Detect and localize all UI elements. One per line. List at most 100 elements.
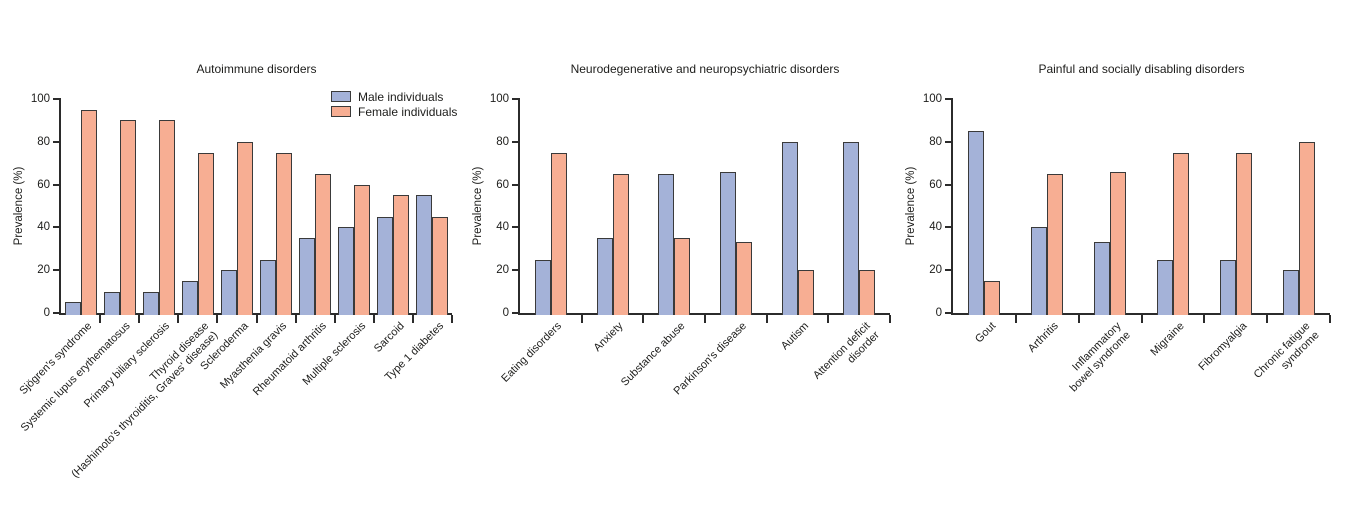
y-axis-line	[518, 98, 520, 315]
x-axis-line	[518, 313, 890, 315]
bar-female	[1172, 152, 1189, 315]
bar-female	[1298, 141, 1315, 315]
x-category-label: Gout	[973, 320, 999, 346]
y-tick-label: 0	[43, 307, 50, 319]
x-axis-tick	[138, 315, 141, 323]
bar-female	[276, 152, 293, 315]
bar-male	[658, 173, 675, 315]
y-axis-tick	[512, 98, 518, 100]
y-tick-label: 0	[935, 307, 942, 319]
y-axis-tick	[945, 140, 951, 143]
bar-female	[1110, 171, 1127, 315]
bar-female	[1235, 152, 1252, 315]
bar-female	[859, 270, 876, 315]
x-axis-tick	[1077, 315, 1080, 323]
chart-title: Painful and socially disabling disorders	[1038, 62, 1245, 76]
y-tick-label: 100	[922, 93, 942, 105]
bar-male	[781, 141, 798, 315]
x-axis-tick	[294, 315, 297, 323]
y-axis-tick	[945, 226, 951, 229]
x-category-label: Fibromyalgia	[1196, 320, 1250, 374]
y-axis-tick	[512, 140, 518, 143]
y-tick-label: 80	[496, 135, 509, 148]
y-tick-label: 60	[929, 178, 942, 191]
x-axis-tick	[1203, 315, 1206, 323]
y-tick-label: 20	[929, 264, 942, 277]
y-tick-label: 40	[37, 221, 50, 234]
x-category-label-line: Arthritis	[1025, 320, 1061, 355]
y-tick-label: 80	[37, 135, 50, 148]
y-axis-tick	[53, 98, 59, 100]
bar-female	[315, 173, 332, 315]
y-tick-label: 40	[496, 221, 509, 234]
bar-male	[416, 195, 433, 315]
chart-title: Neurodegenerative and neuropsychiatric d…	[570, 62, 840, 76]
x-axis-tick	[580, 315, 583, 323]
y-axis-tick	[945, 183, 951, 186]
bar-female	[80, 109, 97, 315]
bar-male	[1094, 242, 1111, 315]
bar-female	[797, 270, 814, 315]
bar-female	[1047, 173, 1064, 315]
legend-item-male: Male individuals	[331, 89, 457, 104]
x-axis-line	[951, 313, 1330, 315]
bar-female	[432, 216, 449, 315]
bar-male	[534, 259, 551, 315]
x-axis-tick	[372, 315, 375, 323]
x-axis-line	[59, 313, 452, 315]
bar-female	[674, 238, 691, 315]
bar-male	[719, 171, 736, 315]
x-category-label: Chronic fatigue syndrome	[1251, 320, 1322, 391]
bar-male	[142, 291, 159, 315]
bar-male	[103, 291, 120, 315]
y-axis-tick	[512, 226, 518, 229]
bar-female	[984, 280, 1001, 315]
y-axis-tick	[53, 269, 59, 272]
y-tick-label: 100	[30, 93, 50, 105]
bar-male	[220, 270, 237, 315]
legend-label: Female individuals	[358, 104, 458, 119]
bar-male	[1219, 259, 1236, 315]
y-axis-tick	[512, 312, 518, 314]
bar-male	[1156, 259, 1173, 315]
y-tick-label: 80	[929, 135, 942, 148]
bar-male	[843, 141, 860, 315]
y-axis-tick	[53, 226, 59, 229]
x-axis-tick	[216, 315, 219, 323]
y-tick-label: 20	[496, 264, 509, 277]
x-axis-tick	[99, 315, 102, 323]
bar-female	[197, 152, 214, 315]
y-tick-label: 60	[496, 178, 509, 191]
chart-title: Autoimmune disorders	[196, 62, 317, 76]
x-axis-tick	[1140, 315, 1143, 323]
bar-male	[338, 227, 355, 315]
x-category-label: Arthritis	[1026, 320, 1062, 356]
bar-male	[299, 238, 316, 315]
bar-male	[64, 302, 81, 315]
bar-male	[260, 259, 277, 315]
x-axis-tick	[177, 315, 180, 323]
male-swatch-icon	[331, 91, 351, 102]
y-tick-label: 40	[929, 221, 942, 234]
y-axis-tick	[945, 269, 951, 272]
y-axis-line	[59, 98, 61, 315]
x-axis-tick	[642, 315, 645, 323]
y-axis-tick	[945, 312, 951, 314]
legend: Male individuals Female individuals	[331, 89, 457, 119]
female-swatch-icon	[331, 106, 351, 117]
x-axis-tick	[827, 315, 830, 323]
x-axis-tick	[255, 315, 258, 323]
x-category-label-line: Fibromyalgia	[1196, 320, 1250, 374]
x-category-label: Migraine	[1148, 320, 1187, 359]
x-axis-tick	[411, 315, 414, 323]
bar-female	[354, 184, 371, 315]
x-axis-tick	[1014, 315, 1017, 323]
y-axis-tick	[945, 98, 951, 100]
x-axis-tick	[765, 315, 768, 323]
y-tick-label: 0	[502, 307, 509, 319]
y-axis-tick	[53, 183, 59, 186]
